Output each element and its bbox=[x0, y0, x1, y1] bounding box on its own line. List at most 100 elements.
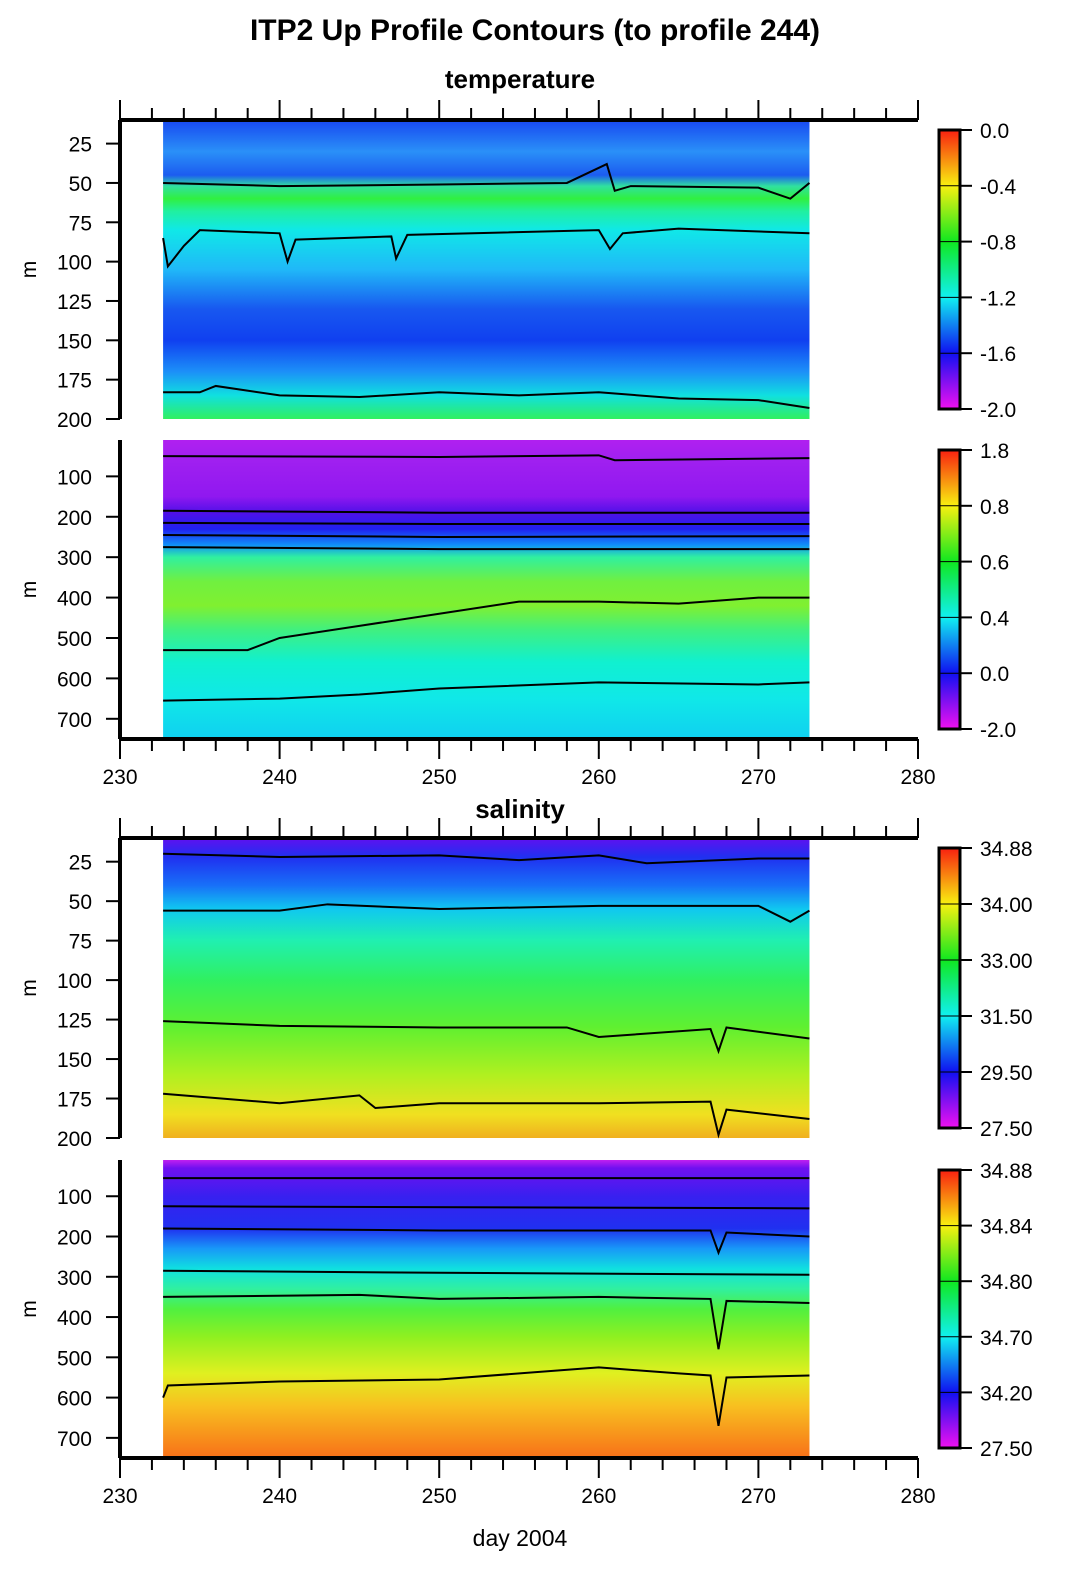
plots: 25 50 75 100 125 150 175 200 m 0.0 -0.4 -0.8 -1.2 -1.… bbox=[18, 100, 1033, 1508]
y-tick-label: 200 bbox=[57, 507, 92, 530]
section-title-temperature: temperature bbox=[445, 64, 595, 94]
y-axis-label: m bbox=[18, 261, 41, 279]
x-tick-label: 270 bbox=[741, 1485, 776, 1508]
colorbar-tick-label: 0.0 bbox=[980, 663, 1009, 686]
colorbar-tick-label: -2.0 bbox=[980, 399, 1016, 422]
contour-line-1 bbox=[163, 454, 810, 462]
colorbar-tick-label: 34.70 bbox=[980, 1327, 1033, 1350]
y-axis-label: m bbox=[18, 979, 41, 997]
contour-line-4 bbox=[163, 1092, 810, 1139]
colorbar bbox=[937, 128, 962, 411]
y-tick-label: 100 bbox=[57, 1186, 92, 1209]
contour-line-6 bbox=[162, 1366, 810, 1426]
y-tick-label: 50 bbox=[69, 891, 92, 914]
colorbar-tick-label: 27.50 bbox=[980, 1438, 1033, 1461]
contour-line-2 bbox=[163, 903, 810, 923]
y-tick-label: 150 bbox=[57, 330, 92, 353]
heatmap-salinity-panel-2 bbox=[163, 1160, 810, 1458]
y-tick-label: 100 bbox=[57, 970, 92, 993]
y-tick-label: 150 bbox=[57, 1049, 92, 1072]
colorbar-tick-label: 0.0 bbox=[980, 120, 1009, 143]
colorbar bbox=[937, 846, 962, 1130]
y-tick-label: 100 bbox=[57, 466, 92, 489]
y-tick-label: 125 bbox=[57, 291, 92, 314]
chart-title: ITP2 Up Profile Contours (to profile 244… bbox=[250, 14, 820, 47]
y-tick-label: 25 bbox=[69, 134, 92, 157]
x-tick-label: 270 bbox=[741, 766, 776, 789]
y-tick-label: 50 bbox=[69, 173, 92, 196]
colorbar-tick-label: 0.8 bbox=[980, 496, 1009, 519]
colorbar-tick-label: -0.8 bbox=[980, 232, 1016, 255]
contour-line-1 bbox=[163, 852, 810, 865]
heatmap-temperature-panel-1 bbox=[163, 120, 810, 419]
x-tick-label: 250 bbox=[422, 766, 457, 789]
contour-line-6 bbox=[163, 596, 810, 652]
contour-line-2 bbox=[163, 1205, 810, 1210]
colorbar-tick-label: -2.0 bbox=[980, 719, 1016, 742]
y-tick-label: 600 bbox=[57, 668, 92, 691]
y-tick-label: 175 bbox=[57, 370, 92, 393]
colorbar-tick-label: 29.50 bbox=[980, 1062, 1033, 1085]
x-tick-label: 240 bbox=[262, 766, 297, 789]
colorbar-tick-label: 0.4 bbox=[980, 607, 1010, 630]
colorbar-tick-label: -0.4 bbox=[980, 176, 1017, 199]
y-tick-label: 500 bbox=[57, 628, 92, 651]
y-tick-label: 200 bbox=[57, 409, 92, 432]
y-tick-label: 75 bbox=[69, 212, 92, 235]
colorbar-tick-label: 34.20 bbox=[980, 1382, 1033, 1405]
y-tick-label: 500 bbox=[57, 1347, 92, 1370]
colorbar-tick-label: 34.84 bbox=[980, 1216, 1033, 1239]
y-tick-label: 75 bbox=[69, 931, 92, 954]
y-tick-label: 200 bbox=[57, 1227, 92, 1250]
x-tick-label: 260 bbox=[581, 766, 616, 789]
y-tick-label: 200 bbox=[57, 1128, 92, 1151]
colorbar bbox=[937, 1168, 962, 1450]
x-tick-label: 240 bbox=[262, 1485, 297, 1508]
heatmap-temperature-panel-2 bbox=[163, 440, 810, 739]
colorbar-tick-label: 34.88 bbox=[980, 838, 1033, 861]
contour-line-2 bbox=[163, 509, 810, 514]
x-tick-label: 280 bbox=[900, 1485, 935, 1508]
contour-line-3 bbox=[163, 521, 810, 526]
colorbar-tick-label: 27.50 bbox=[980, 1118, 1033, 1141]
x-tick-label: 260 bbox=[581, 1485, 616, 1508]
contour-line-5 bbox=[163, 1293, 810, 1350]
x-tick-label: 230 bbox=[102, 766, 137, 789]
y-tick-label: 300 bbox=[57, 547, 92, 570]
y-tick-label: 700 bbox=[57, 1428, 92, 1451]
colorbar-tick-label: 34.00 bbox=[980, 894, 1033, 917]
y-tick-label: 600 bbox=[57, 1388, 92, 1411]
contour-line-3 bbox=[163, 1020, 810, 1055]
y-tick-label: 125 bbox=[57, 1010, 92, 1033]
colorbar-tick-label: 1.8 bbox=[980, 440, 1009, 463]
contour-line-7 bbox=[163, 681, 810, 702]
heatmap-salinity-panel-1 bbox=[163, 838, 810, 1138]
contour-line-5 bbox=[163, 546, 810, 551]
y-tick-label: 400 bbox=[57, 588, 92, 611]
y-tick-label: 400 bbox=[57, 1307, 92, 1330]
x-tick-label: 230 bbox=[102, 1485, 137, 1508]
colorbar-tick-label: -1.2 bbox=[980, 287, 1016, 310]
y-axis-label: m bbox=[18, 1300, 41, 1318]
colorbar-tick-label: 31.50 bbox=[980, 1006, 1033, 1029]
y-tick-label: 700 bbox=[57, 709, 92, 732]
contour-line-1 bbox=[163, 162, 811, 200]
contour-line-4 bbox=[163, 1269, 810, 1276]
section-title-salinity: salinity bbox=[475, 794, 565, 824]
colorbar-tick-label: 0.6 bbox=[980, 552, 1009, 575]
x-tick-label: 250 bbox=[422, 1485, 457, 1508]
contour-line-2 bbox=[162, 227, 810, 269]
y-axis-label: m bbox=[18, 581, 41, 599]
contour-line-3 bbox=[163, 384, 810, 409]
colorbar-tick-label: 33.00 bbox=[980, 950, 1033, 973]
colorbar-tick-label: 34.88 bbox=[980, 1160, 1033, 1183]
y-tick-label: 175 bbox=[57, 1089, 92, 1112]
y-tick-label: 25 bbox=[69, 852, 92, 875]
contour-line-4 bbox=[163, 533, 810, 538]
y-tick-label: 100 bbox=[57, 252, 92, 275]
contour-line-3 bbox=[163, 1227, 810, 1256]
x-tick-label: 280 bbox=[900, 766, 935, 789]
colorbar bbox=[937, 448, 962, 731]
x-axis-label: day 2004 bbox=[473, 1525, 568, 1551]
